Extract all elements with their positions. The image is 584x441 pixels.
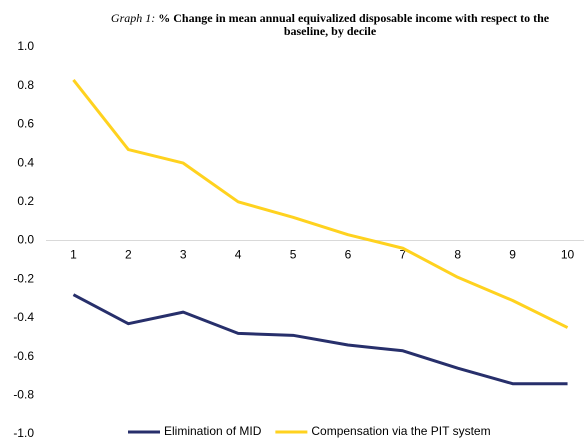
legend-label: Compensation via the PIT system xyxy=(311,424,490,438)
series-line xyxy=(72,293,568,386)
chart-title-box: Graph 1: % Change in mean annual equival… xyxy=(100,12,560,38)
series-line xyxy=(72,78,569,329)
x-tick-label: 9 xyxy=(509,248,516,262)
x-tick-label: 6 xyxy=(345,248,352,262)
legend-label: Elimination of MID xyxy=(164,424,262,438)
x-tick-label: 2 xyxy=(125,248,132,262)
y-tick-label: -0.4 xyxy=(13,310,34,324)
title-label: Graph 1: xyxy=(110,11,156,25)
x-tick-label: 8 xyxy=(454,248,461,262)
y-tick-label: 0.2 xyxy=(17,194,34,208)
y-tick-label: -0.8 xyxy=(13,387,34,401)
y-tick-label: 0.6 xyxy=(17,117,34,131)
chart-title: % Change in mean annual equivalized disp… xyxy=(158,11,550,38)
y-tick-label: -1.0 xyxy=(13,426,34,440)
y-tick-label: -0.2 xyxy=(13,271,34,285)
y-tick-label: 0.8 xyxy=(17,78,34,92)
y-tick-label: 0.0 xyxy=(17,233,34,247)
x-tick-label: 4 xyxy=(235,248,242,262)
x-tick-label: 7 xyxy=(400,248,407,262)
y-tick-label: 0.4 xyxy=(17,155,34,169)
y-tick-label: 1.0 xyxy=(17,39,34,53)
x-tick-label: 10 xyxy=(561,248,575,262)
x-tick-label: 3 xyxy=(180,248,187,262)
y-tick-label: -0.6 xyxy=(13,349,34,363)
x-tick-label: 1 xyxy=(70,248,77,262)
x-tick-label: 5 xyxy=(290,248,297,262)
